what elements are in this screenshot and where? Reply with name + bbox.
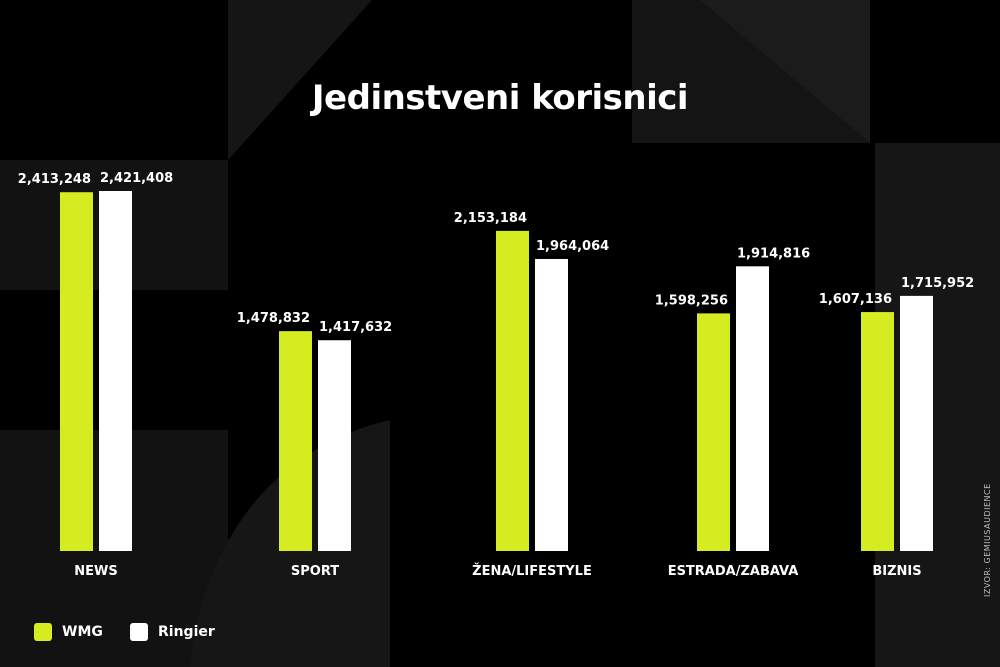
bar-ringier-ena-lifestyle <box>535 258 568 551</box>
data-label-wmg-estrada-zabava: 1,598,256 <box>655 293 728 308</box>
bar-ringier-estrada-zabava <box>736 266 769 551</box>
category-label-ena-lifestyle: ŽENA/LIFESTYLE <box>472 563 592 579</box>
bar-ringier-news <box>99 191 132 551</box>
legend-label-wmg: WMG <box>62 624 103 640</box>
category-label-biznis: BIZNIS <box>872 564 921 579</box>
bg-shape <box>228 0 372 160</box>
data-label-wmg-biznis: 1,607,136 <box>819 292 892 307</box>
data-label-wmg-ena-lifestyle: 2,153,184 <box>454 211 527 226</box>
bar-wmg-ena-lifestyle <box>496 230 529 552</box>
bar-wmg-news <box>60 192 93 551</box>
legend-swatch-wmg <box>34 623 52 641</box>
data-label-ringier-news: 2,421,408 <box>100 171 173 186</box>
data-label-ringier-biznis: 1,715,952 <box>901 276 974 291</box>
legend-item-ringier: Ringier <box>130 622 215 642</box>
legend-item-wmg: WMG <box>34 622 103 642</box>
bg-shape <box>875 143 1000 667</box>
category-label-news: NEWS <box>74 564 117 579</box>
chart-title: Jedinstveni korisnici <box>311 78 689 118</box>
category-label-sport: SPORT <box>291 564 339 579</box>
bar-ringier-biznis <box>900 295 933 551</box>
bar-ringier-sport <box>318 340 351 551</box>
category-label-estrada-zabava: ESTRADA/ZABAVA <box>668 564 799 579</box>
legend-label-ringier: Ringier <box>158 624 215 640</box>
source-note: IZVOR: GEMIUSAUDIENCE <box>983 483 992 597</box>
data-label-ringier-sport: 1,417,632 <box>319 320 392 335</box>
data-label-wmg-sport: 1,478,832 <box>237 311 310 326</box>
legend-swatch-ringier <box>130 623 148 641</box>
bar-wmg-biznis <box>861 312 894 551</box>
bar-wmg-sport <box>279 331 312 551</box>
data-label-ringier-estrada-zabava: 1,914,816 <box>737 246 810 261</box>
bg-shape <box>700 0 870 143</box>
bar-wmg-estrada-zabava <box>697 313 730 551</box>
data-label-ringier-ena-lifestyle: 1,964,064 <box>536 239 609 254</box>
data-label-wmg-news: 2,413,248 <box>18 172 91 187</box>
